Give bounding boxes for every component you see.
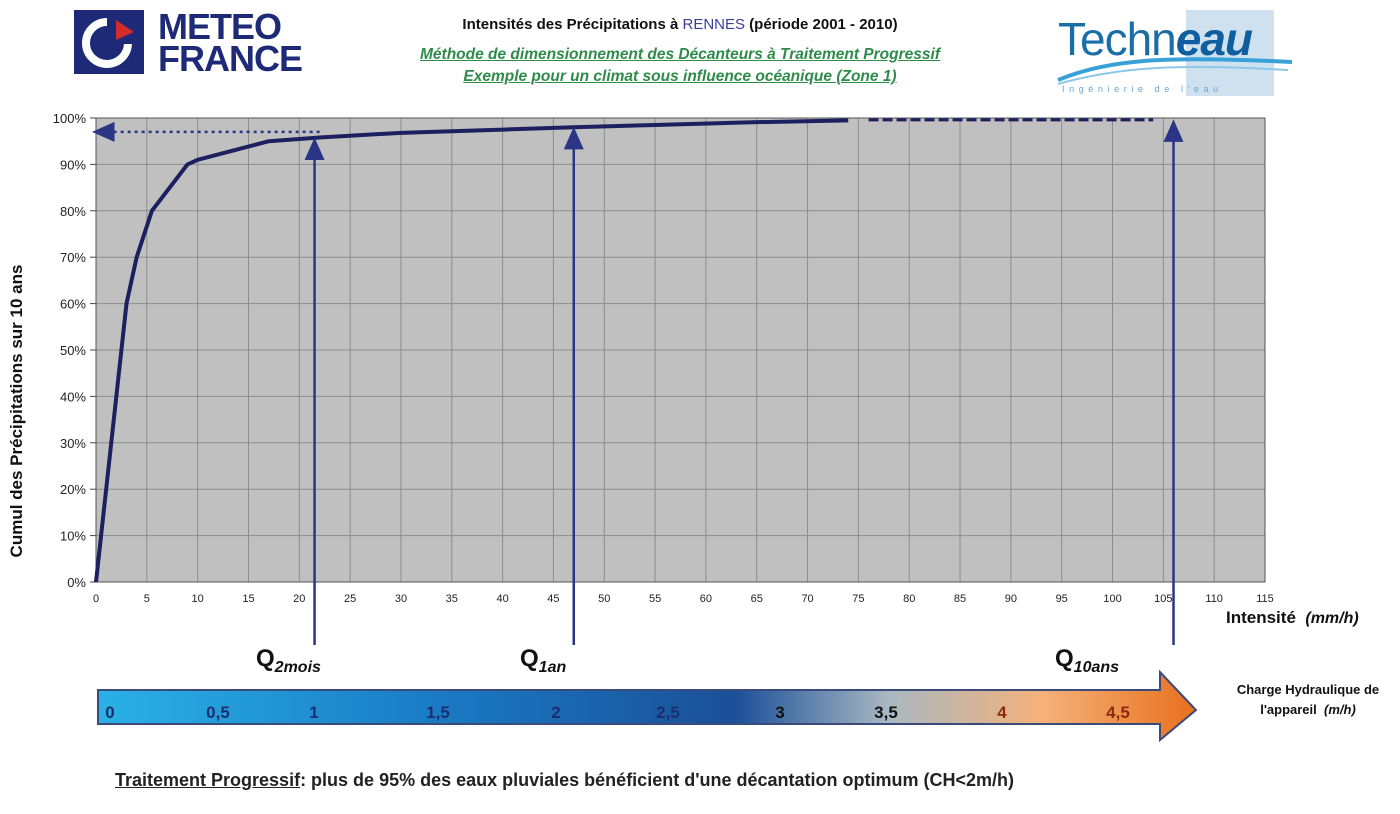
marker-q-10ans: Q10ans xyxy=(1055,645,1120,676)
x-tick-label: 100 xyxy=(1103,593,1121,605)
x-tick-label: 80 xyxy=(903,593,915,605)
y-tick-label: 10% xyxy=(60,529,86,544)
title-prefix: Intensités des Précipitations à xyxy=(462,16,679,33)
y-tick-label: 20% xyxy=(60,482,86,497)
scale-value: 4,5 xyxy=(1106,703,1130,722)
meteo-logo-line1: METEO xyxy=(158,6,282,47)
x-tick-label: 50 xyxy=(598,593,610,605)
x-tick-label: 40 xyxy=(496,593,508,605)
scale-value: 4 xyxy=(997,703,1007,722)
scale-value: 1 xyxy=(309,703,318,722)
x-tick-label: 85 xyxy=(954,593,966,605)
y-axis-label: Cumul des Précipitations sur 10 ans xyxy=(7,264,26,558)
x-tick-label: 20 xyxy=(293,593,305,605)
y-tick-label: 0% xyxy=(67,575,86,590)
subtitle-example: Exemple pour un climat sous influence oc… xyxy=(463,68,897,85)
x-tick-label: 115 xyxy=(1256,593,1274,605)
series-line xyxy=(94,118,849,583)
scale-value: 3,5 xyxy=(874,703,898,722)
x-tick-label: 5 xyxy=(144,593,150,605)
x-axis-unit: (mm/h) xyxy=(1305,610,1359,627)
techneau-logo: Techneau Ingénierie de l'eau xyxy=(1052,8,1300,100)
x-tick-label: 35 xyxy=(446,593,458,605)
x-tick-label: 30 xyxy=(395,593,407,605)
y-tick-label: 80% xyxy=(60,204,86,219)
scale-value: 3 xyxy=(775,703,784,722)
x-tick-label: 95 xyxy=(1056,593,1068,605)
charge-hydraulique-label: Charge Hydraulique de l'appareil (m/h) xyxy=(1236,682,1380,717)
x-axis-label: Intensité (mm/h) xyxy=(1226,608,1359,627)
y-tick-label: 90% xyxy=(60,157,86,172)
marker-q-2mois: Q2mois xyxy=(256,645,321,676)
techneau-wordmark: Techneau xyxy=(1058,13,1253,65)
meteo-france-logo: METEO FRANCE xyxy=(74,6,324,79)
y-tick-label: 70% xyxy=(60,250,86,265)
title-suffix: (période 2001 - 2010) xyxy=(749,16,898,33)
scale-value: 2 xyxy=(551,703,560,722)
y-tick-label: 40% xyxy=(60,389,86,404)
x-tick-label: 105 xyxy=(1154,593,1172,605)
x-tick-label: 75 xyxy=(852,593,864,605)
x-tick-label: 15 xyxy=(242,593,254,605)
scale-value: 0 xyxy=(105,703,114,722)
chart: 0 5 10 15 20 25 30 35 40 45 50 55 60 65 70 75 80 85 90 95 10… xyxy=(53,111,1274,645)
marker-q-1an: Q1an xyxy=(520,645,567,676)
meteo-france-emblem xyxy=(74,10,144,74)
scale-value: 2,5 xyxy=(656,703,680,722)
y-tick-label: 30% xyxy=(60,436,86,451)
scale-value: 0,5 xyxy=(206,703,230,722)
title-city: RENNES xyxy=(682,16,745,33)
y-tick-label: 60% xyxy=(60,297,86,312)
meteo-logo-line2: FRANCE xyxy=(158,38,303,79)
x-tick-label: 90 xyxy=(1005,593,1017,605)
plot-border xyxy=(95,117,1266,583)
techneau-logo-box xyxy=(1186,10,1274,96)
x-tick-label: 25 xyxy=(344,593,356,605)
footer-note: Traitement Progressif: plus de 95% des e… xyxy=(115,770,1014,791)
y-tick-label: 100% xyxy=(53,111,87,126)
subtitle-method: Méthode de dimensionnement des Décanteur… xyxy=(420,46,940,63)
x-tick-label: 55 xyxy=(649,593,661,605)
y-tick-label: 50% xyxy=(60,343,86,358)
x-tick-label: 45 xyxy=(547,593,559,605)
charge-scale-arrow: 0 0,5 1 1,5 2 2,5 3 3,5 4 4,5 xyxy=(97,669,1198,743)
footer-text: : plus de 95% des eaux pluviales bénéfic… xyxy=(300,770,1014,790)
scale-value: 1,5 xyxy=(426,703,450,722)
x-tick-label: 10 xyxy=(192,593,204,605)
x-tick-label: 70 xyxy=(801,593,813,605)
x-tick-label: 60 xyxy=(700,593,712,605)
techneau-tagline: Ingénierie de l'eau xyxy=(1062,84,1223,94)
x-tick-label: 0 xyxy=(93,593,99,605)
footer-underlined: Traitement Progressif xyxy=(115,770,301,790)
wave-icon xyxy=(1057,57,1293,85)
x-tick-label: 110 xyxy=(1205,593,1223,605)
x-tick-label: 65 xyxy=(751,593,763,605)
page-title: Intensités des Précipitations à RENNES (… xyxy=(380,16,980,33)
